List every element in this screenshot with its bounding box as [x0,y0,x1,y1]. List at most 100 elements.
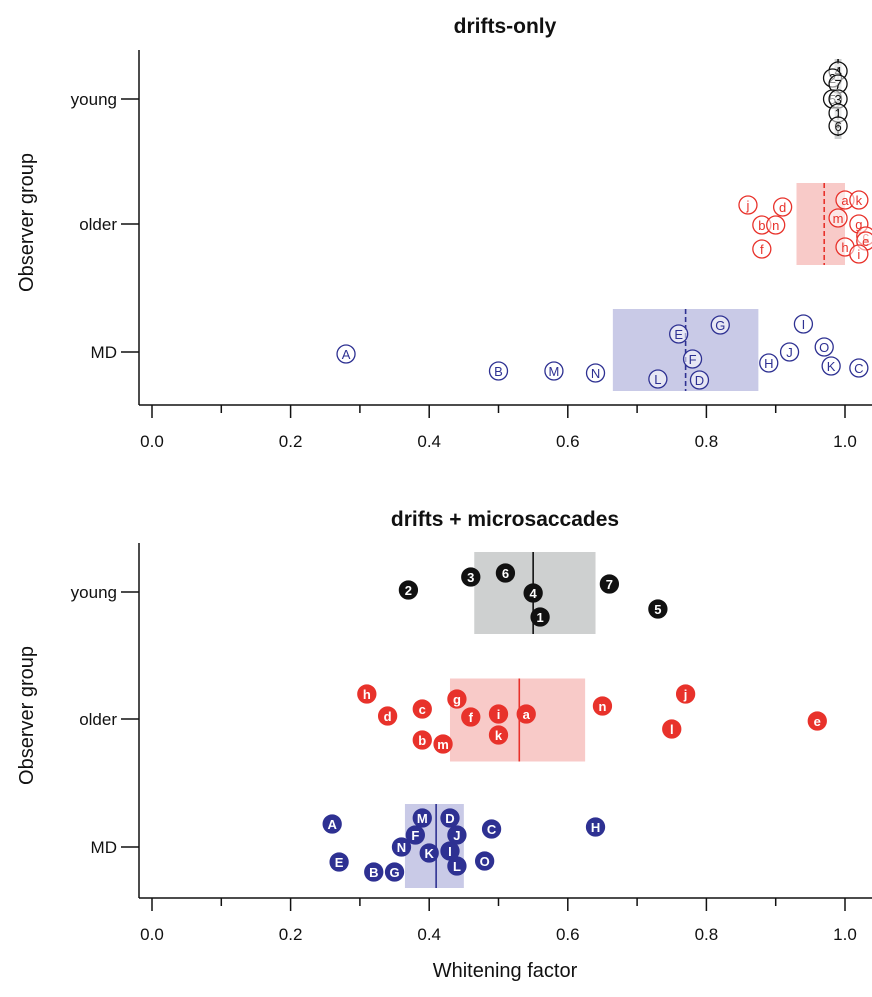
point-label: d [779,200,786,215]
point-marker [481,819,502,839]
x-axis-title: Whitening factor [433,960,578,982]
point-label: e [814,714,821,729]
point-label: F [689,352,697,367]
data-point: A [322,814,342,834]
point-label: L [453,859,461,874]
point-label: J [453,828,460,843]
point-marker [364,862,384,882]
point-marker [766,215,786,235]
data-point: l [662,719,682,739]
point-marker [849,244,869,264]
point-label: M [549,364,560,379]
data-point: K [821,356,841,376]
point-marker [336,344,356,364]
point-marker [447,856,467,876]
point-marker [516,704,536,724]
point-marker [585,363,606,383]
point-label: A [327,817,337,832]
point-label: D [445,811,454,826]
chart-panel-2: drifts + microsaccades 2 3 6 4 1 7 5 hd c b m gf ik a n… [16,508,872,982]
point-label: e [862,234,869,249]
point-label: f [760,242,764,257]
x-tick-label: 0.2 [279,432,303,451]
point-label: K [425,846,435,861]
data-point: e [807,711,827,731]
point-label: A [342,347,351,362]
point-marker [412,730,432,750]
point-label: 3 [467,570,474,585]
data-point: 3 [461,567,481,587]
data-point: B [488,361,509,381]
data-point: G [384,862,405,882]
point-marker [849,358,869,378]
point-marker [669,324,689,344]
data-point: H [585,817,606,837]
point-marker [391,837,412,857]
point-marker [779,342,800,362]
point-label: 1 [536,610,543,625]
point-marker [412,808,432,828]
y-tick-label: young [71,90,117,109]
point-marker [488,704,509,724]
point-label: i [497,707,501,722]
data-point: I [793,314,814,334]
y-tick-label: older [79,215,117,234]
point-label: K [827,359,836,374]
x-tick-label: 0.4 [417,925,441,944]
chart-title: drifts-only [454,15,557,38]
point-label: k [856,193,863,208]
point-label: F [411,828,419,843]
data-point: 4 [523,583,543,603]
point-marker [710,315,730,335]
data-point: H [759,353,779,373]
data-point: O [474,851,495,871]
data-point: j [675,684,696,704]
point-label: B [369,865,378,880]
point-marker [648,369,668,389]
point-label: 6 [502,566,509,581]
point-label: d [384,709,392,724]
data-point: F [682,349,703,369]
point-label: E [335,855,344,870]
point-marker [461,567,481,587]
point-marker [738,195,758,215]
data-point: h [357,684,377,704]
point-label: N [591,366,600,381]
data-point: g [447,689,467,709]
point-label: a [841,193,849,208]
point-label: 3 [834,92,841,107]
point-label: J [786,345,793,360]
x-tick-label: 0.4 [417,432,441,451]
data-point: 6 [495,563,516,583]
point-marker [807,711,827,731]
point-label: L [654,372,661,387]
data-point: j [738,195,758,215]
point-label: I [448,844,452,859]
point-marker [329,852,349,872]
point-marker [793,314,814,334]
point-marker [412,699,432,719]
data-point: f [461,707,481,727]
point-label: h [841,240,848,255]
data-point: i [488,704,509,724]
data-point: K [419,843,439,863]
point-label: 2 [405,583,412,598]
data-point: D [689,370,710,390]
data-point: a [516,704,536,724]
point-label: C [854,361,863,376]
point-marker [585,817,606,837]
point-label: 1 [834,106,841,121]
data-point: b [412,730,432,750]
y-tick-label: MD [91,343,117,362]
point-marker [662,719,682,739]
x-tick-label: 0.2 [279,925,303,944]
point-label: i [857,247,860,262]
point-label: N [397,840,406,855]
point-label: O [819,340,829,355]
point-marker [419,843,439,863]
point-label: g [855,217,862,232]
point-label: H [764,356,773,371]
point-marker [530,607,550,627]
point-marker [447,825,467,845]
